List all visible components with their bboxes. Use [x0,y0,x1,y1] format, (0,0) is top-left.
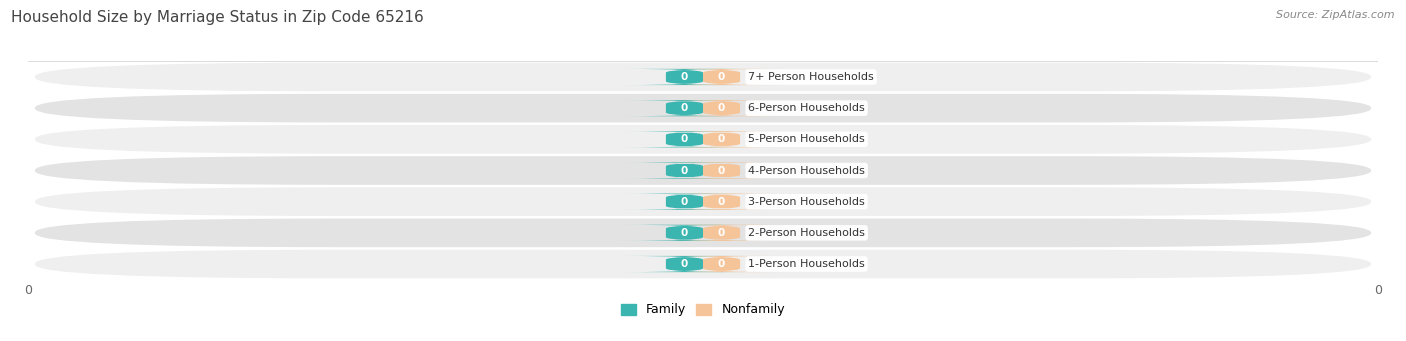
Text: 0: 0 [681,259,688,269]
Text: Household Size by Marriage Status in Zip Code 65216: Household Size by Marriage Status in Zip… [11,10,425,25]
Text: 0: 0 [718,165,725,176]
Text: 7+ Person Households: 7+ Person Households [748,72,875,82]
FancyBboxPatch shape [621,162,747,179]
FancyBboxPatch shape [621,194,747,210]
Text: 3-Person Households: 3-Person Households [748,197,865,207]
FancyBboxPatch shape [621,69,747,85]
FancyBboxPatch shape [621,100,747,116]
FancyBboxPatch shape [659,162,785,179]
Text: 0: 0 [681,165,688,176]
Text: 0: 0 [718,134,725,144]
FancyBboxPatch shape [35,94,1371,122]
FancyBboxPatch shape [659,225,785,241]
FancyBboxPatch shape [35,125,1371,154]
Legend: Family, Nonfamily: Family, Nonfamily [616,298,790,321]
Text: 1-Person Households: 1-Person Households [748,259,865,269]
Text: 4-Person Households: 4-Person Households [748,165,865,176]
FancyBboxPatch shape [35,187,1371,216]
FancyBboxPatch shape [659,69,785,85]
FancyBboxPatch shape [621,256,747,272]
FancyBboxPatch shape [621,225,747,241]
Text: 0: 0 [681,103,688,113]
Text: 0: 0 [718,72,725,82]
FancyBboxPatch shape [659,131,785,147]
FancyBboxPatch shape [659,256,785,272]
FancyBboxPatch shape [35,219,1371,247]
Text: 5-Person Households: 5-Person Households [748,134,865,144]
Text: 0: 0 [718,228,725,238]
FancyBboxPatch shape [35,250,1371,278]
FancyBboxPatch shape [621,131,747,147]
Text: 6-Person Households: 6-Person Households [748,103,865,113]
Text: 0: 0 [681,72,688,82]
FancyBboxPatch shape [659,194,785,210]
Text: 0: 0 [681,228,688,238]
Text: 0: 0 [718,103,725,113]
FancyBboxPatch shape [659,100,785,116]
Text: 0: 0 [718,259,725,269]
Text: 2-Person Households: 2-Person Households [748,228,865,238]
FancyBboxPatch shape [35,63,1371,91]
FancyBboxPatch shape [35,156,1371,185]
Text: 0: 0 [681,197,688,207]
Text: Source: ZipAtlas.com: Source: ZipAtlas.com [1277,10,1395,20]
Text: 0: 0 [681,134,688,144]
Text: 0: 0 [718,197,725,207]
